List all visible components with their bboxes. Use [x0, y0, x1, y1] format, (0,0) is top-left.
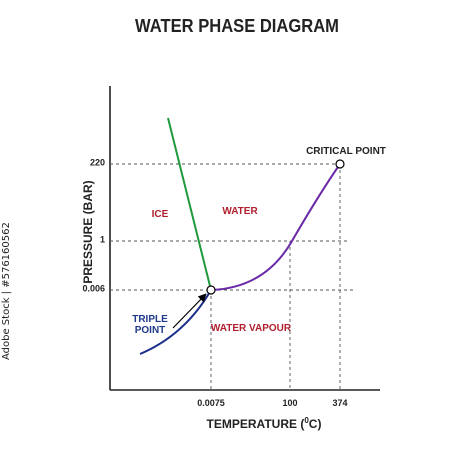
- y-tick-1: 1: [100, 234, 105, 244]
- y-tick-220: 220: [90, 157, 105, 167]
- y-axis-label: PRESSURE (BAR): [81, 180, 95, 283]
- x-axis-label-main: TEMPERATURE (: [207, 417, 305, 431]
- page-title: WATER PHASE DIAGRAM: [135, 16, 339, 36]
- x-axis-label: TEMPERATURE (0C): [207, 416, 322, 431]
- x-tick-00075: 0.0075: [197, 398, 225, 408]
- y-tick-0006: 0.006: [82, 283, 105, 293]
- x-tick-100: 100: [282, 398, 297, 408]
- x-axis-label-end: C): [309, 417, 322, 431]
- label-critical-point: CRITICAL POINT: [306, 146, 386, 157]
- melting-curve: [167, 117, 212, 291]
- region-label-water: WATER: [222, 206, 258, 217]
- region-label-water-vapour: WATER VAPOUR: [211, 323, 292, 334]
- critical-point-marker: [335, 159, 345, 169]
- label-triple-point-line1: TRIPLE: [132, 314, 168, 325]
- triple-point-arrow: [172, 293, 207, 329]
- vaporization-curve: [210, 163, 341, 291]
- label-triple-point-line2: POINT: [135, 325, 166, 336]
- triple-point-marker: [206, 285, 216, 295]
- guide-lines: [110, 163, 355, 390]
- x-axis-label-superscript: 0: [304, 416, 309, 425]
- region-label-ice: ICE: [152, 209, 169, 220]
- x-tick-374: 374: [332, 398, 347, 408]
